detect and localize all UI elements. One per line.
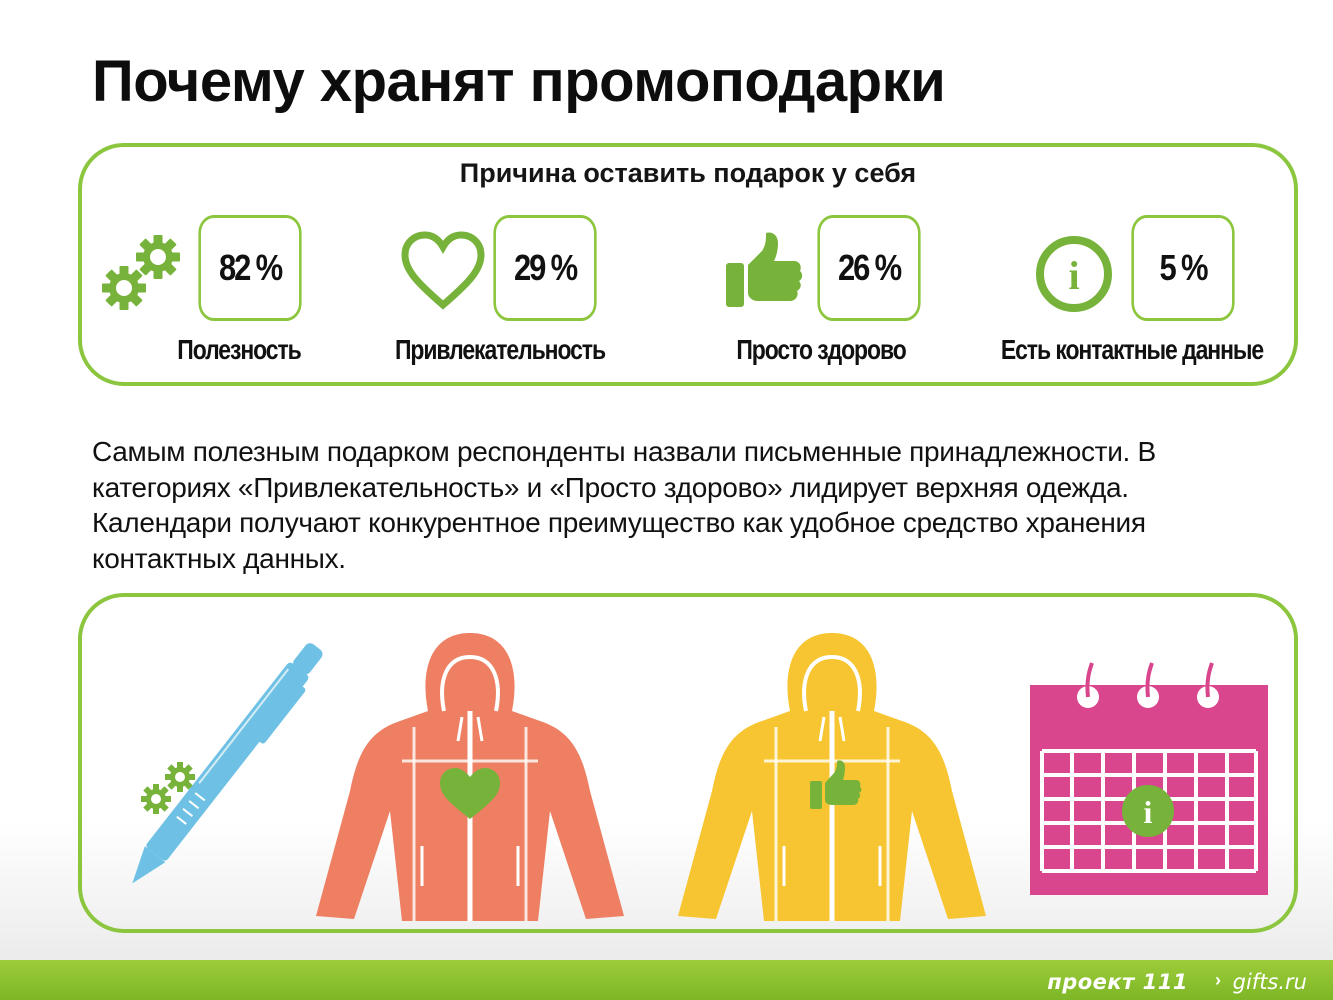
illustrations-panel: i	[78, 593, 1298, 933]
footer-bar	[0, 960, 1333, 1000]
heart-icon	[401, 231, 485, 310]
contact-data-label: Есть контактные данные	[1000, 334, 1264, 365]
chevron-right-icon: ›	[1215, 970, 1221, 990]
thumbs-up-icon	[726, 232, 803, 307]
just-great-label: Просто здорово	[736, 334, 906, 365]
svg-text:i: i	[1144, 794, 1153, 830]
gears-icon	[102, 235, 180, 310]
pen-icon	[132, 643, 323, 884]
calendar-icon: i	[1030, 662, 1268, 895]
just-great-percent: 26 %	[817, 215, 921, 321]
usefulness-percent: 82 %	[198, 215, 302, 321]
contact-data-percent: 5 %	[1131, 215, 1235, 321]
orange-jacket-icon	[316, 633, 624, 921]
description-paragraph: Самым полезным подарком респонденты назв…	[92, 436, 1156, 574]
info-icon: i	[1036, 236, 1112, 312]
yellow-jacket-icon	[678, 633, 986, 921]
usefulness-label: Полезность	[177, 334, 302, 365]
reasons-panel: Причина оставить подарок у себя	[78, 143, 1298, 386]
page-title: Почему хранят промоподарки	[92, 49, 946, 114]
attractiveness-percent: 29 %	[493, 215, 597, 321]
footer-brand-logo: проект 111	[1047, 970, 1188, 994]
footer-site-link[interactable]: gifts.ru	[1232, 970, 1307, 994]
svg-text:i: i	[1068, 253, 1079, 298]
reasons-heading: Причина оставить подарок у себя	[459, 158, 917, 188]
attractiveness-label: Привлекательность	[394, 334, 606, 365]
